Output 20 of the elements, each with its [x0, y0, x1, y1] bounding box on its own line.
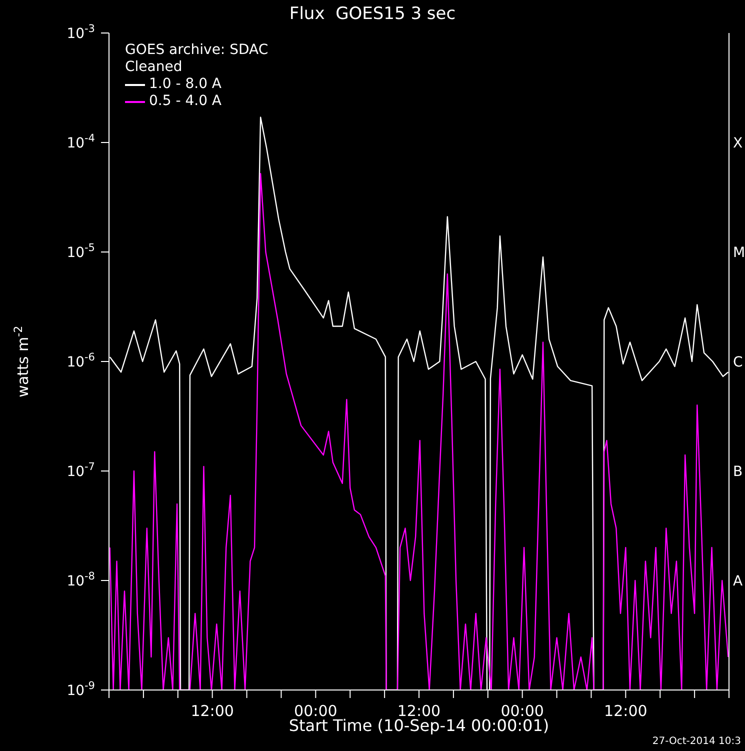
category-label: A: [733, 574, 743, 590]
y-tick-label: 10$^{-7}$: [66, 461, 95, 480]
y-tick-label: 10$^{-5}$: [66, 242, 95, 261]
category-label: C: [733, 354, 743, 370]
y-tick-label: 10$^{-6}$: [66, 352, 96, 370]
text: 27-Oct-2014 10:3: [652, 736, 741, 747]
x-tick-label: 12:00: [604, 702, 648, 720]
y-tick-label: 10$^{-9}$: [66, 680, 95, 699]
annotation: Cleaned: [125, 59, 184, 76]
y-tick-label: 10$^{-8}$: [66, 570, 95, 590]
category-label: B: [733, 464, 743, 480]
annotation: GOES archive: SDAC: [125, 42, 268, 59]
chart-title: Flux GOES15 3 sec: [288, 4, 457, 24]
legend-label: 1.0 - 8.0 A: [149, 76, 222, 93]
category-label: M: [733, 245, 745, 261]
y-tick-label: 10$^{-4}$: [66, 132, 96, 152]
x-tick-label: 12:00: [190, 702, 234, 720]
category-label: X: [733, 136, 743, 152]
legend-label: 0.5 - 4.0 A: [149, 93, 222, 110]
y-tick-label: 10$^{-3}$: [66, 23, 95, 42]
